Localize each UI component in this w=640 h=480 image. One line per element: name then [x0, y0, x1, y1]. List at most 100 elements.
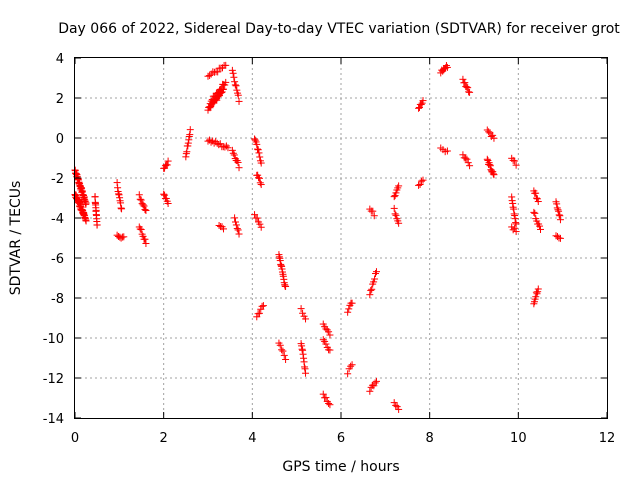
data-point [218, 85, 226, 93]
data-point [419, 176, 427, 184]
data-point [251, 135, 259, 143]
data-point [390, 193, 398, 201]
data-point [326, 331, 334, 339]
data-point [254, 145, 262, 153]
data-point [554, 206, 562, 214]
data-point [137, 196, 145, 204]
data-point [259, 302, 267, 310]
data-point [234, 158, 242, 166]
data-point [120, 233, 128, 241]
data-point [161, 191, 169, 199]
data-point [160, 190, 168, 198]
data-point [215, 221, 223, 229]
data-point [229, 69, 237, 77]
data-point [257, 159, 265, 167]
data-point [257, 223, 265, 231]
data-point [415, 103, 423, 111]
y-tick-label: -4 [51, 212, 64, 227]
data-point [488, 167, 496, 175]
data-point [230, 151, 238, 159]
data-point [532, 189, 540, 197]
data-point [415, 181, 423, 189]
data-point [228, 146, 236, 154]
data-point [141, 206, 149, 214]
data-point [443, 63, 451, 71]
data-point [323, 326, 331, 334]
data-point [233, 225, 241, 233]
data-point [135, 191, 143, 199]
x-tick-label: 4 [248, 431, 256, 446]
data-point [372, 377, 380, 385]
data-point [164, 157, 172, 165]
data-point [536, 222, 544, 230]
data-point [512, 220, 520, 228]
plot-frame [74, 57, 608, 419]
data-point [186, 126, 194, 134]
data-point [415, 104, 423, 112]
data-point [255, 149, 263, 157]
data-point [280, 351, 288, 359]
data-point [466, 162, 474, 170]
data-point [556, 212, 564, 220]
data-point [366, 291, 374, 299]
data-point [345, 305, 353, 313]
data-point [234, 91, 242, 99]
data-point [299, 309, 307, 317]
data-point [255, 174, 263, 182]
data-point [322, 340, 330, 348]
data-point [232, 221, 240, 229]
data-point [348, 299, 356, 307]
data-point [370, 382, 378, 390]
data-point [533, 194, 541, 202]
data-point [164, 199, 172, 207]
data-point [395, 405, 403, 413]
data-point [553, 233, 561, 241]
data-point [230, 73, 238, 81]
data-point [278, 346, 286, 354]
y-tick-label: 4 [56, 52, 64, 67]
data-point [509, 156, 517, 164]
x-tick-label: 6 [337, 431, 345, 446]
x-axis-label: GPS time / hours [282, 459, 399, 475]
y-tick-label: -8 [51, 292, 64, 307]
data-point [489, 170, 497, 178]
data-point [229, 149, 237, 157]
y-tick-label: -12 [43, 372, 64, 387]
data-point [508, 223, 516, 231]
data-point [257, 181, 265, 189]
data-point [392, 401, 400, 409]
x-tick-label: 0 [71, 431, 79, 446]
y-tick-label: -14 [43, 412, 64, 427]
data-point [255, 309, 263, 317]
data-point [555, 207, 563, 215]
data-point [368, 285, 376, 293]
data-point [370, 212, 378, 220]
data-point [463, 83, 471, 91]
data-point [369, 207, 377, 215]
data-point [347, 362, 355, 370]
data-point [82, 199, 90, 207]
data-point [553, 204, 561, 212]
data-point [326, 401, 334, 409]
data-point [282, 282, 290, 290]
data-point [235, 164, 243, 172]
data-point [163, 161, 171, 169]
axis-ticks: 0 2 4 6 8 10 12 -14 -12 -10 -8 -6 -4 -2 0 2 4 [43, 52, 616, 446]
data-point [257, 305, 265, 313]
x-tick-label: 8 [426, 431, 434, 446]
data-point [234, 226, 242, 234]
data-point [251, 136, 259, 144]
scatter-series [71, 61, 564, 413]
data-point [371, 379, 379, 387]
data-point [142, 207, 150, 215]
data-point [465, 88, 473, 96]
data-point [486, 161, 494, 169]
data-point [222, 61, 230, 69]
data-point [216, 140, 224, 148]
data-point [390, 204, 398, 212]
data-point [555, 211, 563, 219]
data-point [489, 131, 497, 139]
data-point [511, 224, 519, 232]
data-point [220, 225, 228, 233]
